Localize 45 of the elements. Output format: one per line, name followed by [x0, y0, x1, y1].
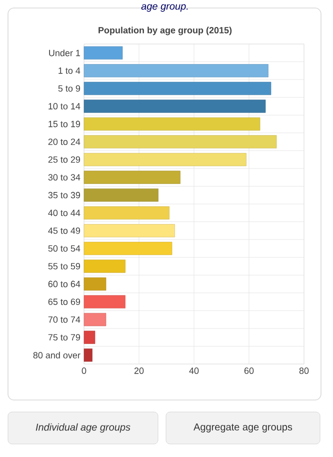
x-tick-label: 40 [189, 368, 199, 374]
y-tick-label: 1 to 4 [58, 68, 80, 74]
y-tick-label: 15 to 19 [48, 120, 80, 128]
y-tick-label: 70 to 74 [48, 316, 80, 323]
text: age group. [141, 4, 188, 12]
bar [84, 135, 277, 148]
bar [84, 242, 172, 255]
y-tick-label: 75 to 79 [48, 334, 80, 341]
y-tick-label: 10 to 14 [48, 103, 80, 110]
bar [84, 206, 170, 220]
bar [84, 277, 106, 291]
y-tick-label: 25 to 29 [48, 156, 80, 163]
x-tick-label: 60 [244, 368, 254, 374]
y-tick-label: 5 to 9 [58, 85, 80, 92]
y-tick-label: 50 to 54 [48, 245, 80, 252]
y-tick-label: 35 to 39 [48, 192, 80, 198]
bar [84, 153, 246, 166]
y-tick-label: 20 to 24 [48, 138, 80, 145]
y-tick-label: 40 to 44 [48, 210, 80, 216]
y-tick-label: 80 and over [33, 352, 80, 358]
text: Aggregate age groups [194, 424, 292, 432]
bar [84, 46, 123, 60]
bar [84, 82, 272, 95]
y-tick-label: 30 to 34 [48, 174, 80, 181]
bar [84, 348, 92, 362]
y-tick-label: 55 to 59 [48, 263, 80, 270]
x-tick-label: 80 [299, 368, 309, 374]
x-tick-label: 20 [134, 368, 144, 374]
bar [84, 170, 180, 184]
bar [84, 188, 158, 202]
text: Individual age groups [36, 423, 130, 433]
y-tick-label: 65 to 69 [48, 298, 80, 305]
bar [84, 224, 175, 238]
y-tick-label: Under 1 [49, 50, 80, 56]
x-tick-label: 0 [82, 368, 86, 374]
chart-title: Population by age group (2015) [98, 26, 232, 36]
y-tick-label: 60 to 64 [48, 280, 80, 288]
bar [84, 313, 106, 326]
bar [84, 100, 266, 113]
bar [84, 295, 126, 308]
bar [84, 330, 96, 344]
y-tick-label: 45 to 49 [48, 227, 80, 234]
bar [84, 64, 268, 78]
bar [84, 117, 260, 131]
bar [84, 260, 126, 273]
